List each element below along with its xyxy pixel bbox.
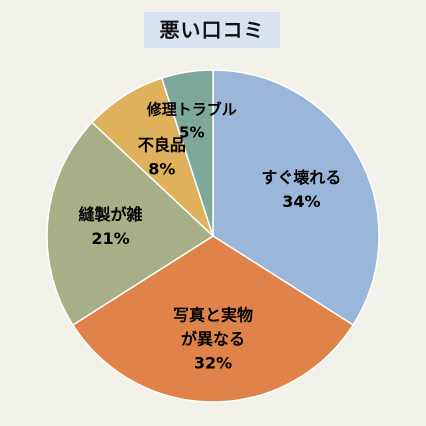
slice-category-label: 縫製が雑 — [78, 205, 143, 224]
chart-title: 悪い口コミ — [144, 12, 280, 48]
slice-category-label: が異なる — [181, 330, 245, 349]
slice-category-label: 写真と実物 — [173, 306, 253, 325]
pie-slice-5 — [160, 69, 214, 237]
slice-category-label: すぐ壊れる — [261, 168, 341, 187]
slice-percent-label: 32% — [194, 354, 232, 373]
slice-label-group-1: すぐ壊れる 34% — [261, 168, 341, 211]
pie-slice-1 — [212, 69, 380, 326]
slice-label-group-3: 縫製が雑 21% — [78, 205, 143, 248]
slice-label-group-5: 修理トラブル 5% — [146, 100, 237, 141]
slice-percent-label: 34% — [282, 192, 320, 211]
slice-percent-label: 21% — [91, 229, 129, 248]
pie-slice-3 — [46, 121, 215, 326]
slice-percent-label: 5% — [179, 123, 204, 141]
slice-category-label: 不良品 — [138, 136, 186, 155]
slice-percent-label: 8% — [148, 160, 175, 179]
slice-category-label: 修理トラブル — [146, 100, 237, 118]
slice-label-group-4: 不良品 8% — [138, 136, 186, 179]
pie-slice-2 — [71, 235, 355, 403]
